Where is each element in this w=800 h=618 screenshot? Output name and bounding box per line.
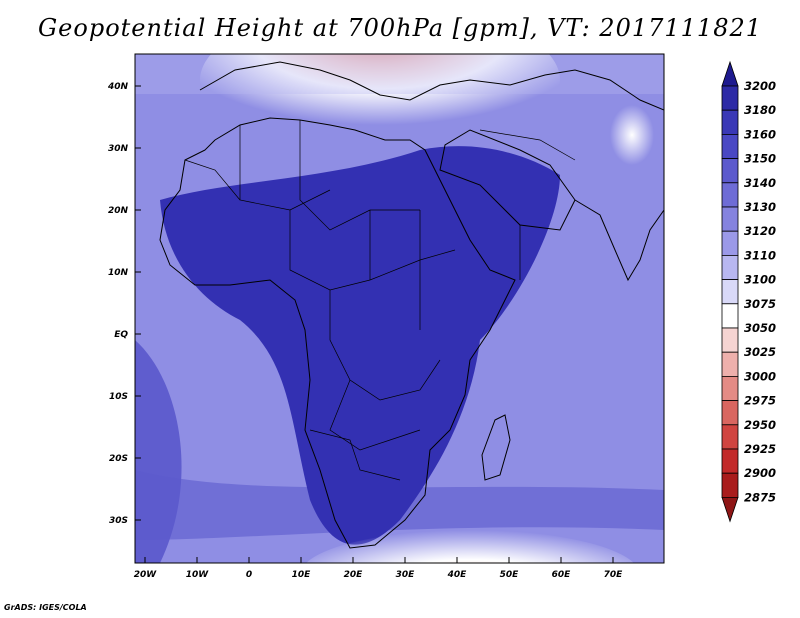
arabia-coast (439, 129, 576, 231)
europe-coast (199, 61, 664, 111)
colorbar-segment (721, 230, 739, 256)
colorbar-segment (721, 109, 739, 135)
map-frame (134, 53, 665, 564)
colorbar-label: 3150 (744, 152, 776, 166)
map-plot-area (135, 54, 664, 563)
lon-label: 20W (134, 570, 158, 580)
colorbar-label: 3100 (744, 273, 776, 287)
colorbar-label: 3075 (744, 297, 776, 311)
colorbar-label: 2950 (744, 418, 776, 432)
colorbar-label: 3120 (744, 224, 776, 238)
colorbar-label: 2875 (744, 490, 776, 504)
lat-label: 30S (109, 516, 128, 526)
colorbar: 3200 3180 3160 3150 3140 3130 3120 3110 3100 3075… (721, 60, 776, 523)
lon-label: 20E (344, 570, 364, 580)
lat-label: 10S (109, 392, 128, 402)
latitude-axis: 40N 30N 20N 10N EQ 10S 20S 30S (107, 82, 141, 526)
field-south-low (306, 530, 634, 563)
colorbar-label: 3180 (744, 103, 776, 117)
longitude-axis: 20W 10W 0 10E 20E 30E 40E 50E 60E 70E (134, 557, 623, 580)
colorbar-label: 3000 (744, 369, 776, 383)
lon-label: 50E (500, 570, 520, 580)
colorbar-segment (721, 133, 739, 159)
colorbar-segment (721, 182, 739, 208)
colorbar-segment (721, 448, 739, 474)
lat-label: EQ (114, 330, 128, 340)
india-coast (574, 199, 664, 282)
lon-label: 60E (552, 570, 572, 580)
colorbar-segment (721, 472, 739, 498)
lat-label: 20S (109, 454, 128, 464)
colorbar-label: 2900 (744, 466, 776, 480)
colorbar-label: 3200 (744, 79, 776, 93)
colorbar-segment (721, 85, 739, 111)
colorbar-segment (721, 254, 739, 280)
lon-label: 40E (447, 570, 468, 580)
colorbar-segment (721, 158, 739, 184)
coastlines (159, 61, 664, 549)
field-africa-high (160, 146, 560, 545)
colorbar-segment (721, 327, 739, 353)
lon-label: 10E (292, 570, 312, 580)
colorbar-segment (721, 351, 739, 377)
grads-credit: GrADS: IGES/COLA (4, 603, 87, 612)
colorbar-label: 3130 (744, 200, 776, 214)
colorbar-top-arrow (721, 60, 739, 87)
colorbar-label: 3050 (744, 321, 776, 335)
colorbar-segment (721, 424, 739, 450)
colorbar-segment (721, 279, 739, 305)
colorbar-label: 2925 (744, 442, 776, 456)
map-title: Geopotential Height at 700hPa [gpm], VT:… (38, 14, 762, 42)
africa-coastline (159, 117, 516, 549)
field-tibet-spot (610, 105, 654, 165)
madagascar-coast (481, 414, 511, 481)
lat-label: 30N (108, 144, 129, 154)
colorbar-segment (721, 400, 739, 426)
colorbar-label: 2975 (744, 394, 776, 408)
colorbar-label: 3160 (744, 127, 776, 141)
colorbar-label: 3140 (744, 176, 776, 190)
colorbar-segment (721, 375, 739, 401)
lat-label: 20N (108, 206, 129, 216)
colorbar-segment (721, 206, 739, 232)
lon-label: 70E (604, 570, 624, 580)
lat-label: 40N (107, 82, 129, 92)
colorbar-label: 3110 (744, 248, 776, 262)
country-borders (184, 120, 576, 481)
lat-label: 10N (108, 268, 129, 278)
colorbar-label: 3025 (744, 345, 776, 359)
lon-label: 10W (186, 570, 210, 580)
field-north-white (135, 54, 664, 94)
lon-label: 0 (246, 570, 252, 580)
colorbar-bottom-arrow (721, 496, 739, 523)
lon-label: 30E (396, 570, 416, 580)
colorbar-segment (721, 303, 739, 329)
